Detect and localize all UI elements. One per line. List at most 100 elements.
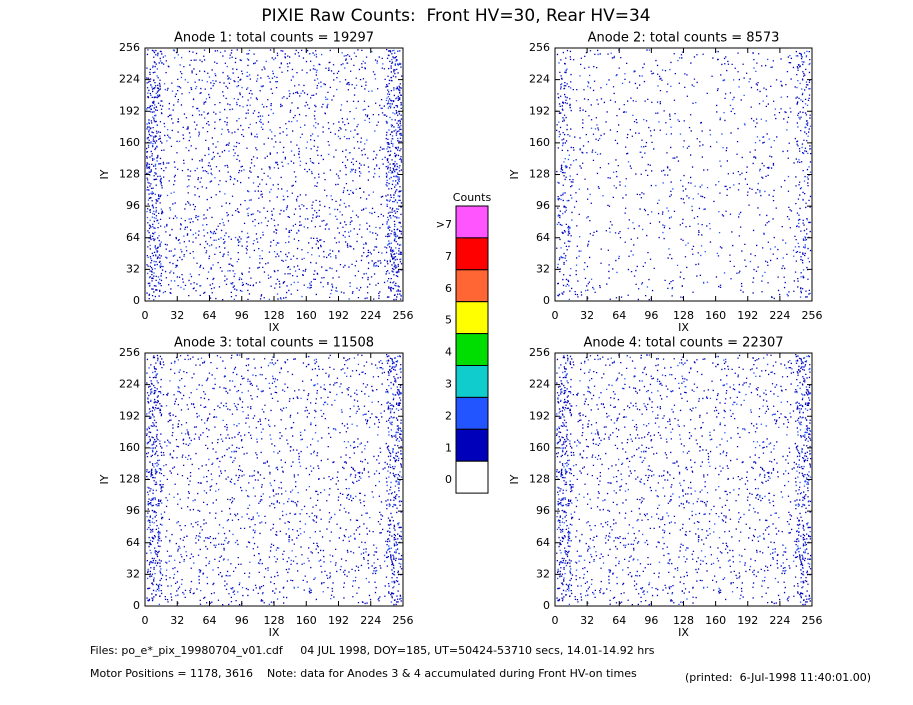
y-tick-label: 192 <box>529 409 550 422</box>
x-tick-label: 64 <box>612 309 626 322</box>
x-tick-label: 96 <box>235 614 249 627</box>
colorbar-swatch <box>455 365 489 398</box>
plot-frame <box>554 47 813 302</box>
y-tick-label: 0 <box>133 599 140 612</box>
y-tick-label: 0 <box>543 599 550 612</box>
panel-title: Anode 2: total counts = 8573 <box>588 31 780 46</box>
y-tick-label: 128 <box>529 168 550 181</box>
y-tick-label: 224 <box>119 378 140 391</box>
y-axis-label: IY <box>98 169 111 179</box>
y-tick-label: 192 <box>529 104 550 117</box>
x-tick-label: 256 <box>802 309 823 322</box>
y-tick-label: 128 <box>119 168 140 181</box>
x-tick-label: 0 <box>142 309 149 322</box>
colorbar-swatch <box>455 396 489 430</box>
x-tick-label: 160 <box>296 309 317 322</box>
plot-frame <box>144 352 404 607</box>
x-tick-label: 32 <box>580 309 594 322</box>
y-tick-label: 128 <box>529 473 550 486</box>
x-tick-label: 256 <box>393 309 414 322</box>
y-axis-label: IY <box>508 474 521 484</box>
panel-title: Anode 1: total counts = 19297 <box>174 31 374 46</box>
x-tick-label: 224 <box>769 614 790 627</box>
colorbar-label: 5 <box>445 314 452 327</box>
y-tick-label: 64 <box>126 231 140 244</box>
y-axis-label: IY <box>508 169 521 179</box>
colorbar-label: 2 <box>445 409 452 422</box>
x-tick-label: 128 <box>264 309 285 322</box>
count-texture <box>556 49 812 301</box>
x-tick-label: 96 <box>644 309 658 322</box>
panel-title: Anode 3: total counts = 11508 <box>174 336 374 351</box>
y-axis-label: IY <box>98 474 111 484</box>
colorbar-swatch <box>455 460 489 494</box>
colorbar-swatch <box>455 333 489 367</box>
count-texture <box>556 49 812 301</box>
y-tick-label: 64 <box>536 231 550 244</box>
y-tick-label: 160 <box>119 441 140 454</box>
y-tick-label: 192 <box>119 409 140 422</box>
x-tick-label: 64 <box>612 614 626 627</box>
count-texture <box>146 49 403 301</box>
x-tick-label: 32 <box>170 309 184 322</box>
x-tick-label: 96 <box>235 309 249 322</box>
y-tick-label: 32 <box>126 567 140 580</box>
colorbar-swatch <box>455 428 489 462</box>
colorbar-label: 6 <box>445 282 452 295</box>
panel-title: Anode 4: total counts = 22307 <box>583 336 783 351</box>
y-tick-label: 64 <box>536 536 550 549</box>
x-tick-label: 160 <box>705 309 726 322</box>
y-tick-label: 32 <box>126 262 140 275</box>
count-texture <box>146 354 403 606</box>
y-tick-label: 224 <box>119 73 140 86</box>
plot-frame <box>144 47 404 302</box>
colorbar-title: Counts <box>453 191 492 204</box>
colorbar-label: 7 <box>445 250 452 263</box>
x-tick-label: 64 <box>203 309 217 322</box>
x-tick-label: 0 <box>552 309 559 322</box>
x-tick-label: 192 <box>737 614 758 627</box>
page-title: PIXIE Raw Counts: Front HV=30, Rear HV=3… <box>261 6 650 26</box>
x-tick-label: 160 <box>705 614 726 627</box>
y-tick-label: 160 <box>529 441 550 454</box>
y-tick-label: 96 <box>536 199 550 212</box>
y-tick-label: 0 <box>133 294 140 307</box>
x-tick-label: 224 <box>360 309 381 322</box>
x-tick-label: 128 <box>673 309 694 322</box>
x-tick-label: 96 <box>644 614 658 627</box>
y-tick-label: 256 <box>119 346 140 359</box>
x-axis-label: IX <box>269 626 280 639</box>
x-tick-label: 192 <box>328 614 349 627</box>
x-tick-label: 64 <box>203 614 217 627</box>
x-axis-label: IX <box>678 626 689 639</box>
footer-printed: (printed: 6-Jul-1998 11:40:01.00) <box>685 671 871 684</box>
y-tick-label: 0 <box>543 294 550 307</box>
y-tick-label: 160 <box>119 136 140 149</box>
colorbar-label: 0 <box>445 473 452 486</box>
footer-motor: Motor Positions = 1178, 3616 Note: data … <box>90 667 637 680</box>
colorbar-swatch <box>455 269 489 303</box>
count-texture <box>556 354 812 606</box>
x-tick-label: 32 <box>580 614 594 627</box>
colorbar-swatch <box>455 237 489 271</box>
colorbar-swatch <box>455 301 489 335</box>
colorbar-swatch <box>455 205 489 239</box>
y-tick-label: 160 <box>529 136 550 149</box>
plot-frame <box>554 352 813 607</box>
x-tick-label: 224 <box>769 309 790 322</box>
y-tick-label: 96 <box>536 504 550 517</box>
colorbar-label: >7 <box>436 218 452 231</box>
x-tick-label: 256 <box>393 614 414 627</box>
x-tick-label: 192 <box>737 309 758 322</box>
x-tick-label: 128 <box>264 614 285 627</box>
y-tick-label: 256 <box>529 41 550 54</box>
count-texture <box>146 354 403 605</box>
y-tick-label: 224 <box>529 73 550 86</box>
y-tick-label: 128 <box>119 473 140 486</box>
y-tick-label: 96 <box>126 504 140 517</box>
x-tick-label: 192 <box>328 309 349 322</box>
y-tick-label: 32 <box>536 262 550 275</box>
count-texture <box>556 354 812 605</box>
y-tick-label: 64 <box>126 536 140 549</box>
